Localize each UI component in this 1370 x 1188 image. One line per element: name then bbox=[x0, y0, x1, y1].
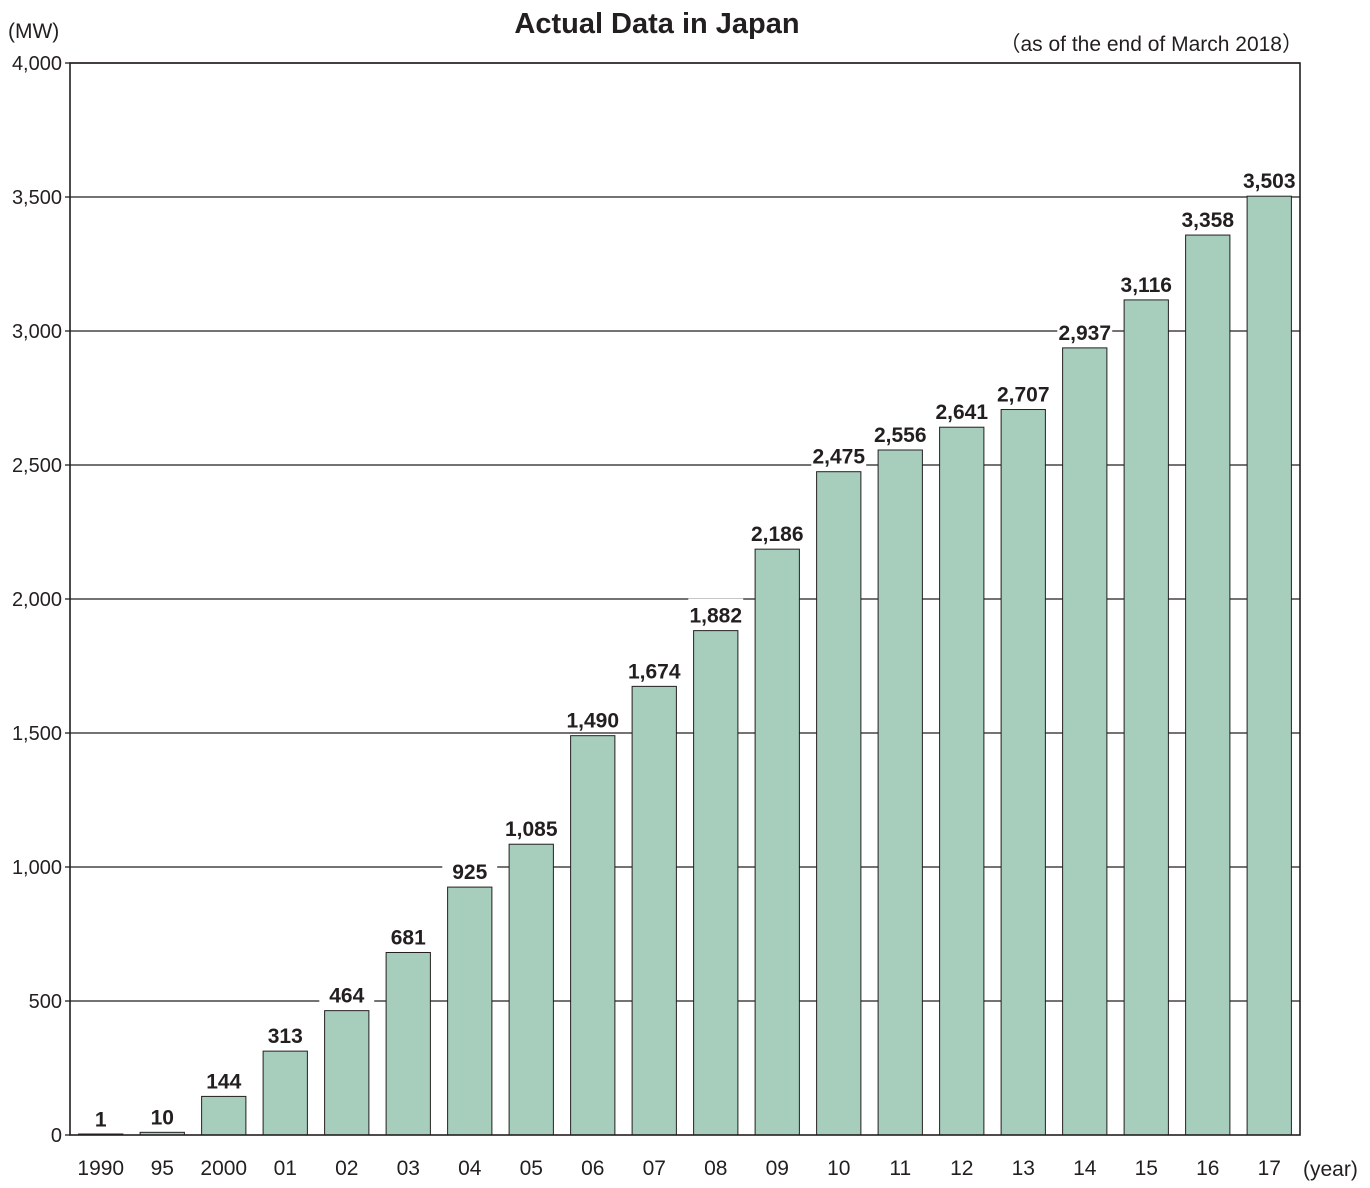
x-tick-label: 01 bbox=[274, 1157, 297, 1180]
bar bbox=[1000, 409, 1046, 1136]
value-label-background bbox=[319, 978, 375, 1007]
x-tick-label: 02 bbox=[335, 1157, 358, 1180]
data-label: 313 bbox=[268, 1025, 303, 1048]
value-label-background bbox=[811, 439, 867, 468]
bar bbox=[1062, 347, 1108, 1136]
x-tick-label: 17 bbox=[1258, 1157, 1281, 1180]
bar bbox=[570, 735, 616, 1136]
y-tick-label: 0 bbox=[51, 1125, 62, 1147]
x-tick-label: 13 bbox=[1012, 1157, 1035, 1180]
axes: 0 500 1,000 1,500 2,000 2,500 3,000 3,500 4,000 1… bbox=[12, 53, 1301, 1180]
x-tick-label: 03 bbox=[397, 1157, 420, 1180]
bar bbox=[447, 886, 493, 1136]
y-tick-label: 3,500 bbox=[12, 187, 62, 209]
x-tick-label: 11 bbox=[889, 1157, 911, 1180]
bar bbox=[939, 426, 985, 1136]
bar bbox=[1185, 234, 1231, 1136]
data-label: 1,490 bbox=[566, 710, 619, 733]
data-label: 2,937 bbox=[1058, 322, 1111, 345]
value-label-background bbox=[134, 1100, 190, 1129]
data-label: 3,503 bbox=[1243, 170, 1296, 193]
value-label-background bbox=[1057, 315, 1113, 344]
data-label: 1,882 bbox=[689, 605, 742, 628]
bar bbox=[262, 1050, 308, 1136]
data-label: 464 bbox=[329, 985, 364, 1008]
y-tick-label: 3,000 bbox=[12, 321, 62, 343]
data-label: 1,085 bbox=[505, 818, 558, 841]
value-label-background bbox=[934, 395, 990, 424]
value-label-background bbox=[1241, 164, 1297, 193]
x-tick-label: 10 bbox=[827, 1157, 850, 1180]
x-tick-label: 04 bbox=[458, 1157, 482, 1180]
value-label-background bbox=[995, 377, 1051, 406]
data-label: 1,674 bbox=[628, 660, 681, 683]
value-label-background bbox=[688, 598, 744, 627]
x-tick-label: 1990 bbox=[77, 1157, 124, 1180]
chart-title: Actual Data in Japan bbox=[514, 8, 799, 40]
data-label: 2,186 bbox=[751, 523, 804, 546]
bar bbox=[631, 685, 677, 1136]
value-label-background bbox=[442, 855, 498, 884]
data-label: 2,641 bbox=[935, 401, 988, 424]
data-label: 3,116 bbox=[1121, 274, 1172, 297]
bar bbox=[754, 548, 800, 1136]
value-label-background bbox=[1118, 267, 1174, 296]
value-label-background bbox=[380, 920, 436, 949]
value-label-background bbox=[565, 703, 621, 732]
x-axis-unit-label: (year) bbox=[1303, 1158, 1358, 1181]
y-tick-label: 2,500 bbox=[12, 455, 62, 477]
data-label: 2,707 bbox=[997, 384, 1050, 407]
bar bbox=[385, 951, 431, 1136]
x-tick-label: 07 bbox=[643, 1157, 666, 1180]
x-tick-label: 12 bbox=[950, 1157, 973, 1180]
value-label-background bbox=[1180, 203, 1236, 232]
y-tick-label: 2,000 bbox=[12, 589, 62, 611]
value-label-background bbox=[503, 812, 559, 841]
value-label-background bbox=[626, 654, 682, 683]
y-tick-label: 1,500 bbox=[12, 723, 62, 745]
y-tick-label: 4,000 bbox=[12, 53, 62, 75]
data-label: 925 bbox=[452, 861, 487, 884]
value-labels: 1 10 144 313 464 681 925 1,085 1,490 1,674 1,882 2,… bbox=[73, 164, 1297, 1132]
value-label-background bbox=[749, 517, 805, 546]
x-tick-label: 15 bbox=[1135, 1157, 1158, 1180]
data-label: 2,475 bbox=[812, 446, 865, 469]
x-tick-label: 95 bbox=[151, 1157, 174, 1180]
bar bbox=[693, 630, 739, 1136]
value-label-background bbox=[257, 1019, 313, 1048]
bar bbox=[877, 449, 923, 1136]
y-tick-label: 1,000 bbox=[12, 857, 62, 879]
value-label-background bbox=[73, 1102, 129, 1131]
x-tick-label: 2000 bbox=[200, 1157, 247, 1180]
bar bbox=[324, 1010, 370, 1136]
bar bbox=[508, 843, 554, 1136]
bars bbox=[78, 195, 1292, 1136]
y-axis-unit-label: (MW) bbox=[8, 20, 59, 43]
x-tick-label: 05 bbox=[520, 1157, 543, 1180]
x-tick-label: 09 bbox=[766, 1157, 789, 1180]
chart-subtitle: （as of the end of March 2018） bbox=[999, 33, 1303, 56]
x-tick-label: 16 bbox=[1196, 1157, 1219, 1180]
data-label: 144 bbox=[206, 1070, 241, 1093]
bar bbox=[816, 471, 862, 1136]
bar bbox=[1246, 195, 1292, 1136]
value-label-background bbox=[196, 1064, 252, 1093]
bar bbox=[201, 1095, 247, 1136]
data-label: 1 bbox=[95, 1109, 107, 1132]
gridlines bbox=[70, 62, 1300, 1002]
x-tick-label: 14 bbox=[1073, 1157, 1097, 1180]
x-tick-label: 06 bbox=[581, 1157, 604, 1180]
data-label: 10 bbox=[151, 1106, 174, 1129]
data-label: 2,556 bbox=[874, 424, 927, 447]
data-label: 3,358 bbox=[1181, 209, 1234, 232]
value-label-background bbox=[872, 417, 928, 446]
y-tick-label: 500 bbox=[29, 991, 62, 1013]
x-tick-label: 08 bbox=[704, 1157, 727, 1180]
bar bbox=[1123, 299, 1169, 1136]
data-label: 681 bbox=[391, 926, 426, 949]
